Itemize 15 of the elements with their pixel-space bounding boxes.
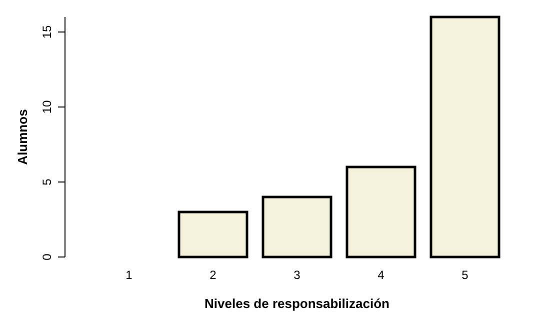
bar <box>346 166 416 258</box>
x-axis-title: Niveles de responsabilización <box>204 296 390 311</box>
x-tick-label: 1 <box>126 268 133 282</box>
y-tick-label: 15 <box>40 25 54 39</box>
y-tick-label: 0 <box>40 253 54 260</box>
x-tick-label: 4 <box>378 268 385 282</box>
y-tick-label: 5 <box>40 178 54 186</box>
bar <box>430 16 500 258</box>
y-axis-title: Alumnos <box>15 109 30 165</box>
y-tick-label: 10 <box>40 100 54 114</box>
bar <box>262 196 332 258</box>
bar <box>178 210 248 258</box>
x-tick-label: 2 <box>210 268 217 282</box>
x-tick-label: 3 <box>294 268 301 282</box>
x-tick-label: 5 <box>462 268 469 282</box>
